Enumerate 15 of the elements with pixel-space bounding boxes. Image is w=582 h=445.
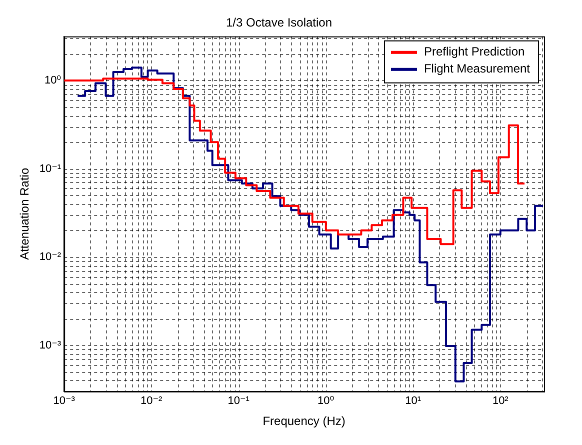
x-tick-label: 10⁰ — [318, 395, 335, 408]
y-tick-label: 10⁻³ — [39, 339, 62, 352]
legend-label: Flight Measurement — [424, 62, 531, 76]
y-tick-label: 10⁻¹ — [39, 162, 62, 175]
x-tick-label: 10⁻³ — [53, 395, 76, 408]
y-axis-title: Attenuation Ratio — [18, 168, 32, 260]
x-tick-label: 10⁻¹ — [228, 395, 250, 408]
x-tick-label: 10⁻² — [140, 395, 163, 408]
x-axis-title: Frequency (Hz) — [262, 414, 346, 428]
chart-title: 1/3 Octave Isolation — [226, 16, 332, 30]
y-tick-label: 10⁻² — [39, 251, 62, 264]
x-tick-label: 10² — [492, 395, 509, 408]
legend-label: Preflight Prediction — [424, 44, 525, 59]
x-tick-label: 10¹ — [405, 395, 422, 408]
y-tick-label: 10⁰ — [44, 74, 62, 87]
